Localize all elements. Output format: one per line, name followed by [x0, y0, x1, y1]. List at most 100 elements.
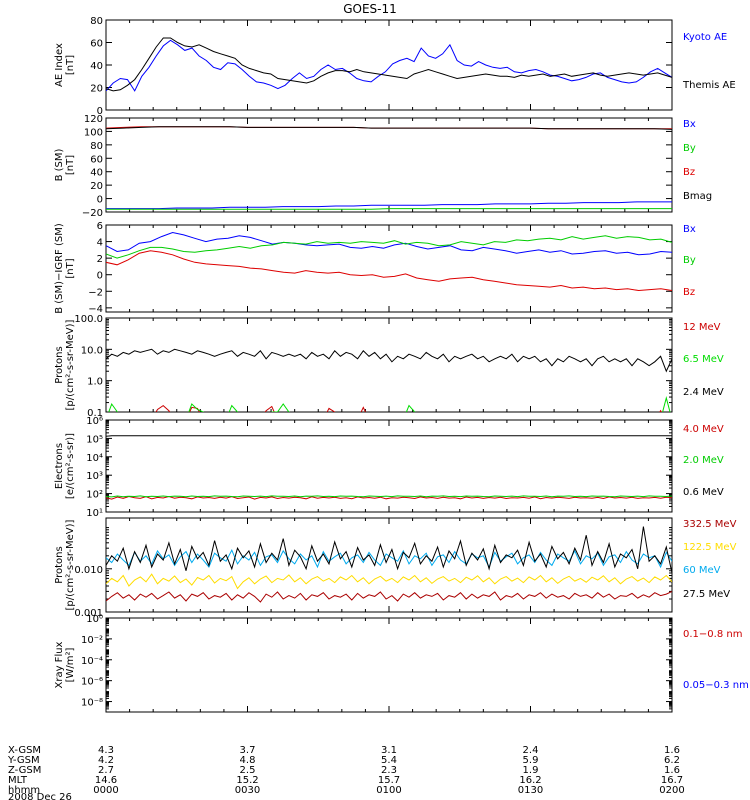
- ephemeris-value: 0100: [376, 785, 401, 796]
- y-tick-label: 10.0: [81, 345, 103, 356]
- y-tick-label: 80: [90, 16, 103, 27]
- legend-entry: 122.5 MeV: [683, 542, 737, 553]
- panel-frame: [106, 318, 672, 412]
- panel-frame: [106, 518, 672, 612]
- legend-entry: By: [683, 255, 696, 266]
- y-tick-label: 10⁻²: [81, 635, 103, 646]
- legend-entry: 12 MeV: [683, 322, 721, 333]
- ephemeris-value: 0130: [518, 785, 543, 796]
- series-line-2-4-mev: [106, 349, 672, 371]
- y-axis-label: Electrons: [54, 443, 65, 489]
- ephemeris-value: 0000: [93, 785, 118, 796]
- legend-entry: Bmag: [683, 191, 712, 202]
- series-line-bz: [106, 251, 672, 291]
- series-line-2-0-mev: [106, 496, 672, 497]
- y-tick-label: 80: [90, 141, 103, 152]
- y-tick-label: −2: [88, 287, 103, 298]
- y-tick-label: 10⁻⁴: [81, 656, 103, 667]
- y-axis-label: Protons: [54, 346, 65, 383]
- series-line-bx: [106, 233, 672, 255]
- y-tick-label: 1.0: [87, 377, 103, 388]
- legend-entry: Bx: [683, 119, 696, 130]
- legend-entry: Bz: [683, 167, 695, 178]
- y-axis-label: [W/m²]: [65, 647, 76, 682]
- y-tick-label: 100.0: [74, 314, 103, 325]
- panel-prot_low: 0.1 1.0 10.0 100.0 Protons [p/(cm²-s-sr-MeV)]…: [54, 314, 724, 420]
- y-tick-label: 0: [97, 195, 103, 206]
- panel-elec: 10¹ 10² 10³ 10⁴ 10⁵ 10⁶ Electrons [e/(cm²-s-sr)…: [54, 416, 724, 519]
- y-tick-label: −20: [82, 208, 103, 219]
- y-tick-label: 20: [90, 181, 103, 192]
- legend-entry: Bz: [683, 287, 695, 298]
- y-tick-label: 6: [97, 221, 103, 232]
- ephemeris-value: 0200: [659, 785, 684, 796]
- series-line-bmag: [106, 127, 672, 130]
- y-tick-label: 40: [90, 61, 103, 72]
- panel-xray: 10⁻⁸10⁻⁶10⁻⁴10⁻²10⁰Xray Flux [W/m²]0.1−0.…: [54, 614, 749, 712]
- y-tick-label: 10⁻⁸: [81, 698, 103, 709]
- series-line-122-5-mev: [106, 574, 672, 588]
- panel-b: −20 0 20 40 60 80 100 120 B (SM) [nT] Bx By Bz Bmag: [54, 114, 712, 219]
- legend-entry: 2.4 MeV: [683, 387, 724, 398]
- y-tick-label: 0.010: [74, 565, 103, 576]
- ephemeris-date: 2008 Dec 26: [8, 792, 72, 800]
- y-tick-label: 10⁵: [86, 434, 103, 445]
- y-tick-label: 10³: [86, 471, 103, 482]
- legend-entry: 0.05−0.3 nm: [683, 680, 749, 691]
- legend-entry: Themis AE: [682, 80, 736, 91]
- y-axis-label: [nT]: [65, 55, 76, 75]
- ephemeris-table: X-GSM 4.3 3.7 3.1 2.4 1.6 Y-GSM 4.2 4.8 5.4 5.9 6.2…: [7, 745, 685, 800]
- y-tick-label: 20: [90, 84, 103, 95]
- legend-entry: Kyoto AE: [683, 32, 727, 43]
- y-axis-label: [p/(cm²-s-sr-MeV)]: [65, 519, 76, 610]
- y-tick-label: 10⁻⁶: [81, 677, 103, 688]
- panel-frame: [106, 20, 672, 110]
- series-line-0-6-mev: [106, 436, 672, 437]
- y-tick-label: 0: [97, 271, 103, 282]
- y-tick-label: 40: [90, 168, 103, 179]
- legend-entry: 27.5 MeV: [683, 589, 730, 600]
- legend-entry: 0.6 MeV: [683, 487, 724, 498]
- y-tick-label: 10⁴: [86, 453, 103, 464]
- legend-entry: 4.0 MeV: [683, 424, 724, 435]
- y-axis-label: Protons: [54, 546, 65, 583]
- y-axis-label: Xray Flux: [54, 641, 65, 688]
- plot-title: GOES-11: [343, 2, 397, 16]
- series-line-27-5-mev: [106, 527, 672, 573]
- panel-ae: 0 20 40 60 80 AE Index [nT] Kyoto AE Themis AE: [54, 16, 736, 117]
- legend-entry: By: [683, 143, 696, 154]
- y-tick-label: 120: [84, 114, 103, 125]
- y-axis-label: [nT]: [65, 258, 76, 278]
- panels: 020406080AE Index [nT]Kyoto AEThemis AE−2…: [54, 16, 749, 712]
- y-axis-label: [nT]: [65, 155, 76, 175]
- y-tick-label: 2: [97, 254, 103, 265]
- legend-entry: 332.5 MeV: [683, 519, 737, 530]
- y-tick-label: 10¹: [86, 508, 103, 519]
- y-axis-label: AE Index: [54, 43, 65, 87]
- legend-entry: 2.0 MeV: [683, 455, 724, 466]
- panel-prot_high: 0.001 0.010 Protons [p/(cm²-s-sr-MeV)] 332.5…: [54, 518, 737, 619]
- ephemeris-value: 0030: [235, 785, 260, 796]
- panel-frame: [106, 618, 672, 712]
- legend-entry: 60 MeV: [683, 565, 721, 576]
- y-tick-label: 60: [90, 154, 103, 165]
- y-tick-label: 10⁶: [86, 416, 103, 427]
- legend-entry: 6.5 MeV: [683, 354, 724, 365]
- y-axis-label: [p/(cm²-s-sr-MeV)]: [65, 319, 76, 410]
- series-line-60-mev: [106, 550, 672, 567]
- legend-entry: Bx: [683, 224, 696, 235]
- series-line-332-5-mev: [106, 591, 672, 602]
- panel-dbs: −4 −2 0 2 4 6 B (SM)−IGRF (SM) [nT] Bx By Bz: [54, 221, 696, 315]
- panel-frame: [106, 118, 672, 212]
- y-tick-label: 4: [97, 238, 103, 249]
- y-axis-label: B (SM): [54, 148, 65, 181]
- series-line-kyoto-ae: [106, 40, 672, 91]
- legend-entry: 0.1−0.8 nm: [683, 629, 742, 640]
- y-axis-label: B (SM)−IGRF (SM): [54, 223, 65, 314]
- y-tick-label: 100: [84, 127, 103, 138]
- y-tick-label: 60: [90, 39, 103, 50]
- y-tick-label: 10²: [86, 490, 103, 501]
- series-line-themis-ae: [106, 38, 672, 91]
- y-axis-label: [e/(cm²-s-sr)]: [65, 433, 76, 499]
